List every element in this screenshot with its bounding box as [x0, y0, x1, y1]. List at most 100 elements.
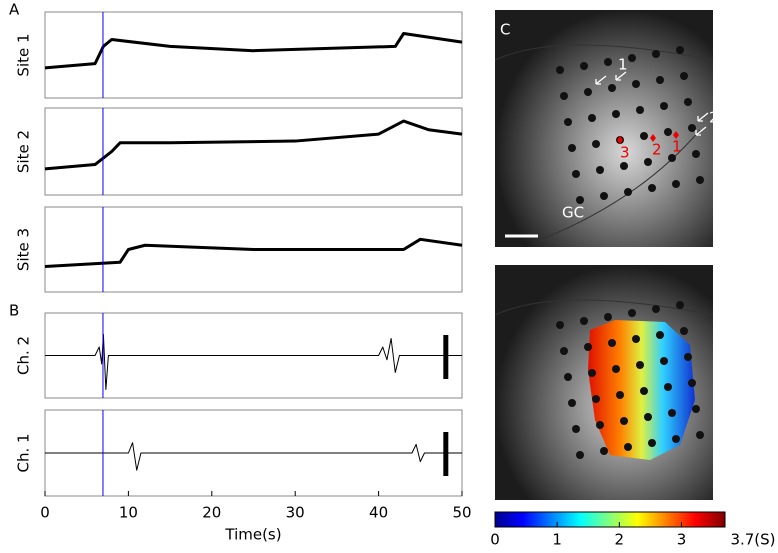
electrode-dot	[680, 327, 688, 335]
electrode-dot	[600, 447, 608, 455]
electrode-dot	[628, 54, 636, 62]
electrode-dot	[676, 46, 684, 54]
electrode-dot	[576, 451, 584, 459]
electrode-dot	[624, 188, 632, 196]
electrode-dot	[648, 184, 656, 192]
electrode-dot	[636, 106, 644, 114]
electrode-dot	[652, 305, 660, 313]
electrode-dot	[564, 373, 572, 381]
scale-bar	[443, 335, 449, 379]
electrode-dot	[620, 162, 628, 170]
label: GC	[562, 204, 584, 222]
electrode-dot	[640, 132, 648, 140]
electrode-dot	[596, 421, 604, 429]
electrode-dot	[656, 331, 664, 339]
electrode-dot	[640, 387, 648, 395]
arrow	[595, 71, 709, 136]
electrode-dot	[664, 383, 672, 391]
y-axis-label: Site 2	[15, 130, 33, 173]
x-tick-label: 50	[452, 504, 471, 522]
electrode-dot	[648, 439, 656, 447]
electrode-dot	[660, 102, 668, 110]
electrode-dot	[592, 140, 600, 148]
electrode-dot	[560, 92, 568, 100]
electrode-dot	[672, 180, 680, 188]
electrode-dot	[556, 66, 564, 74]
electrode-dot	[652, 50, 660, 58]
electrode-dot	[584, 343, 592, 351]
label: 1	[618, 56, 628, 74]
plot-frame	[44, 11, 463, 99]
scale-bar	[443, 432, 449, 476]
electrode-dot	[616, 391, 624, 399]
y-axis-label: Ch. 1	[15, 433, 33, 472]
electrode-dot	[596, 166, 604, 174]
electrode-dot	[636, 361, 644, 369]
electrode-dot	[608, 84, 616, 92]
trace	[44, 237, 463, 268]
x-tick-label: 40	[369, 504, 388, 522]
electrode-dot	[588, 114, 596, 122]
annotations: 1 2 3 2 1 GC C D	[500, 21, 719, 293]
trace	[44, 32, 463, 70]
image-d	[494, 265, 714, 500]
electrode-dot	[564, 118, 572, 126]
y-axis-label: Site 3	[15, 228, 33, 271]
colorbar-tick-label: 1	[552, 531, 562, 549]
panel-letter: C	[500, 21, 510, 39]
electrode-dot	[676, 301, 684, 309]
electrode-dot	[572, 170, 580, 178]
electrode-dot	[556, 321, 564, 329]
label: 2	[652, 141, 662, 159]
electrode-dot	[692, 150, 700, 158]
electrode-dot	[576, 196, 584, 204]
x-tick-label: 20	[202, 504, 221, 522]
electrode-dot	[692, 405, 700, 413]
image-c	[494, 10, 714, 247]
vessel	[494, 44, 714, 61]
electrode-dot	[604, 58, 612, 66]
colorbar-tick-label: 3.7(S)	[730, 531, 775, 549]
electrode-dot	[580, 317, 588, 325]
electrode-dot	[644, 413, 652, 421]
electrode-dot	[632, 80, 640, 88]
panel-letter: A	[9, 1, 20, 19]
electrode-dot	[600, 192, 608, 200]
electrode-dot	[628, 309, 636, 317]
electrode-dot	[688, 124, 696, 132]
electrode-dot	[632, 335, 640, 343]
colorbar-tick-label: 0	[490, 531, 500, 549]
colorbar-tick-label: 3	[677, 531, 687, 549]
electrode-dot	[668, 154, 676, 162]
electrode-dot	[680, 72, 688, 80]
electrode-dot	[620, 417, 628, 425]
electrode-dot	[644, 158, 652, 166]
electrode-dot	[608, 339, 616, 347]
electrode-dot	[656, 76, 664, 84]
electrode-dot	[560, 347, 568, 355]
electrode-dot	[684, 98, 692, 106]
electrode-dot	[672, 435, 680, 443]
electrode-dot	[580, 62, 588, 70]
x-axis-label: Time(s)	[224, 526, 281, 544]
electrode-dot	[568, 144, 576, 152]
plot-frame	[44, 107, 463, 196]
colorbar-tick-label: 2	[615, 531, 625, 549]
electrode-dot	[604, 313, 612, 321]
electrode-dot	[612, 365, 620, 373]
electrode-dot	[684, 353, 692, 361]
electrode-dot	[668, 409, 676, 417]
panel-letter: B	[9, 302, 19, 320]
y-axis-label: Ch. 2	[15, 336, 33, 375]
electrode-dot	[588, 369, 596, 377]
electrode-dot	[660, 357, 668, 365]
x-tick-label: 0	[40, 504, 50, 522]
trace	[45, 442, 462, 471]
x-tick-label: 30	[286, 504, 305, 522]
x-tick-label: 10	[119, 504, 138, 522]
label: 2	[709, 109, 719, 127]
electrode-dot	[624, 443, 632, 451]
y-axis-label: Site 1	[15, 33, 33, 76]
electrode-dot	[592, 395, 600, 403]
